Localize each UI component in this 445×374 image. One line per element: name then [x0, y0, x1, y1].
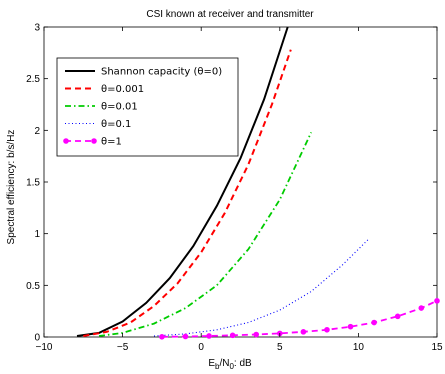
legend: Shannon capacity (θ=0) θ=0.001 θ=0.01 θ=0.1… [56, 57, 239, 157]
x-tick-label-1: −5 [117, 342, 129, 353]
series-3 [153, 239, 369, 337]
legend-item-4: θ=1 [63, 137, 122, 148]
y-tick-label-4: 2 [34, 126, 40, 137]
legend-marker-b-4 [91, 138, 97, 144]
legend-item-1: θ=0.001 [65, 84, 144, 95]
series-line-2 [98, 132, 313, 337]
series-4-point-3 [229, 332, 236, 339]
series-4-point-0 [159, 333, 165, 340]
legend-label-0: Shannon capacity (θ=0) [101, 67, 222, 78]
series-4-point-9 [371, 319, 377, 326]
legend-label-3: θ=0.1 [101, 119, 131, 130]
series-4-point-7 [324, 326, 330, 333]
x-axis-label-base: E [208, 358, 215, 369]
x-axis-label-tail: : dB [234, 358, 252, 369]
x-tick-label-4: 10 [353, 342, 365, 353]
y-tick-label-1: 0.5 [26, 281, 40, 292]
x-axis-label: Eb/N0: dB [208, 358, 252, 371]
series-4-point-1 [182, 333, 189, 340]
series-4-point-2 [206, 333, 212, 339]
x-axis-label-sub2: 0 [229, 362, 234, 371]
y-tick-label-5: 2.5 [26, 74, 40, 85]
legend-item-3: θ=0.1 [65, 119, 131, 130]
y-axis-label: Spectral efficiency: b/s/Hz [6, 130, 17, 245]
legend-label-1: θ=0.001 [101, 84, 144, 95]
series-4-point-6 [300, 329, 307, 335]
y-tick-label-2: 1 [34, 229, 40, 240]
y-tick-label-6: 3 [34, 23, 40, 34]
ticks-group: −10 −5 0 5 10 15 0 0.5 1 1.5 2 2.5 3 [26, 23, 443, 354]
series-1 [83, 49, 292, 337]
legend-label-4: θ=1 [101, 137, 122, 148]
x-tick-label-0: −10 [36, 342, 53, 353]
series-4-point-8 [347, 323, 354, 330]
x-tick-label-2: 0 [198, 342, 204, 353]
series-line-0 [76, 26, 289, 337]
series-4-point-11 [418, 305, 425, 311]
legend-item-2: θ=0.01 [65, 102, 138, 113]
y-tick-label-0: 0 [34, 333, 40, 344]
legend-label-2: θ=0.01 [101, 102, 138, 113]
legend-marker-a-4 [63, 138, 69, 144]
legend-item-0: Shannon capacity (θ=0) [65, 67, 222, 78]
series-line-3 [153, 239, 369, 337]
series-2 [98, 132, 313, 337]
series-0 [76, 26, 289, 337]
y-tick-label-3: 1.5 [26, 178, 40, 189]
series-group [76, 26, 440, 340]
x-tick-label-3: 5 [277, 342, 283, 353]
legend-box [56, 57, 239, 157]
chart-title: CSI known at receiver and transmitter [146, 9, 314, 20]
x-axis-label-mid: /N [219, 358, 229, 369]
series-4-point-12 [434, 298, 440, 304]
series-4-point-10 [394, 313, 401, 320]
x-tick-label-5: 15 [431, 342, 443, 353]
series-4-point-4 [253, 331, 260, 338]
x-axis-label-sub1: b [215, 362, 220, 371]
series-line-1 [83, 49, 292, 337]
series-4 [159, 298, 440, 340]
